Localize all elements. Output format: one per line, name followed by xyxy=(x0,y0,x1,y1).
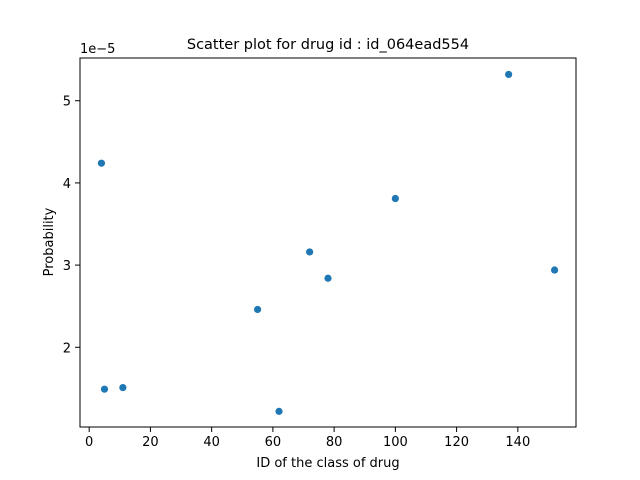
x-tick-label: 140 xyxy=(505,435,530,450)
y-tick-label: 4 xyxy=(63,177,71,192)
scatter-point xyxy=(100,385,109,393)
x-tick-label: 120 xyxy=(444,435,469,450)
x-tick-label: 100 xyxy=(383,435,408,450)
scatter-point xyxy=(550,266,559,274)
scatter-point xyxy=(275,407,283,415)
scatter-point xyxy=(119,383,127,392)
x-axis-label: ID of the class of drug xyxy=(256,456,399,471)
y-tick-label: 3 xyxy=(63,259,71,274)
scatter-point xyxy=(391,194,399,203)
axis-ticks: 0 20 40 60 80 100 120 140 2 3 4 5 xyxy=(63,95,531,450)
scatter-point xyxy=(97,159,106,167)
plot-area-frame xyxy=(79,57,577,428)
x-tick-label: 0 xyxy=(85,435,93,450)
scatter-point xyxy=(306,248,314,256)
x-tick-label: 80 xyxy=(326,435,343,450)
scatter-point xyxy=(505,70,513,79)
y-tick-label: 5 xyxy=(63,95,71,110)
scatter-point xyxy=(324,274,332,282)
y-axis-label: Probability xyxy=(42,207,57,276)
x-tick-label: 60 xyxy=(265,435,282,450)
scatter-point xyxy=(253,305,262,314)
x-tick-label: 20 xyxy=(142,435,159,450)
data-points xyxy=(97,70,559,415)
y-tick-label: 2 xyxy=(63,341,71,356)
x-tick-label: 40 xyxy=(203,435,220,450)
y-axis-offset-label: 1e−5 xyxy=(80,42,115,57)
chart-title: Scatter plot for drug id : id_064ead554 xyxy=(187,37,469,53)
